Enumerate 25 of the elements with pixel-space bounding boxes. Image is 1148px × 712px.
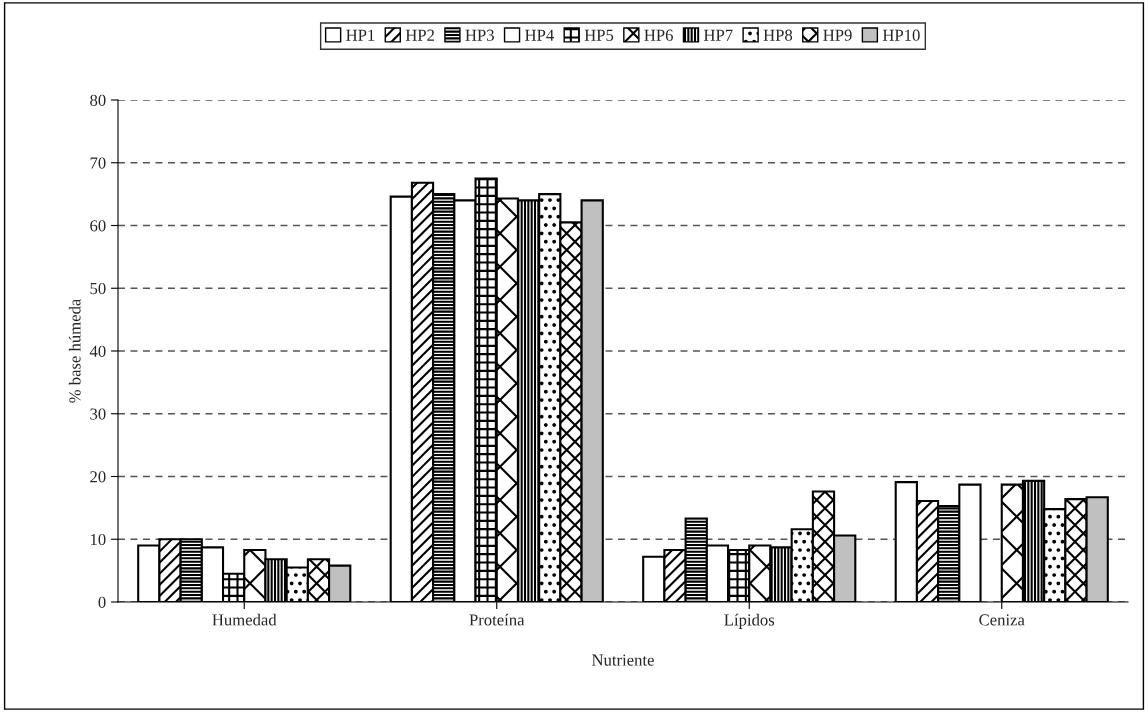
x-tick-label: Humedad [212, 613, 277, 626]
legend-label: HP2 [405, 29, 434, 41]
legend-label: HP7 [703, 29, 733, 41]
legend-label: HP4 [525, 29, 554, 41]
y-tick-label: 50 [90, 282, 106, 295]
legend-label: HP6 [644, 29, 673, 41]
y-tick-label: 0 [98, 596, 106, 608]
y-axis-title: % base húmeda [68, 298, 81, 403]
y-tick-label: 30 [90, 408, 106, 420]
y-tick-label: 20 [90, 471, 106, 483]
x-tick-label: Ceniza [979, 614, 1025, 626]
y-tick-label: 10 [90, 533, 106, 546]
x-axis-title: Nutriente [592, 654, 654, 666]
legend-label: HP9 [823, 29, 852, 41]
legend-label: HP10 [882, 29, 920, 41]
x-tick-label: Proteína [469, 613, 525, 626]
legend-label: HP1 [346, 29, 375, 41]
y-tick-label: 40 [89, 345, 106, 357]
y-tick-label: 70 [90, 157, 106, 169]
legend-label: HP5 [584, 29, 614, 41]
x-tick-label: Lípidos [724, 613, 775, 629]
y-tick-label: 80 [90, 94, 106, 106]
y-tick-label: 60 [90, 220, 106, 232]
legend-label: HP3 [465, 29, 494, 41]
legend-label: HP8 [763, 29, 793, 41]
